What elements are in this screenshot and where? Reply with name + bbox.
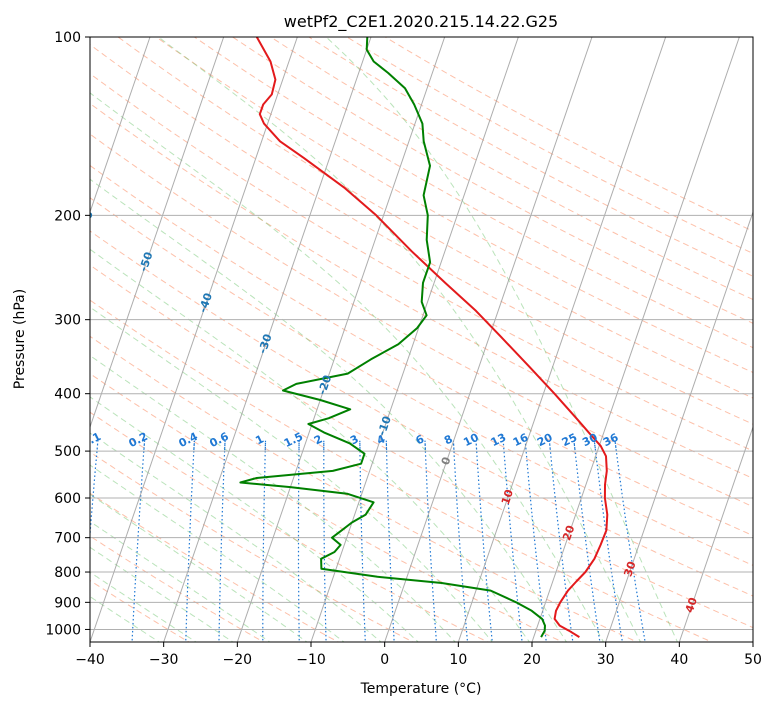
mixing-ratio-line xyxy=(323,440,327,642)
y-tick-label: 800 xyxy=(54,565,81,581)
mixing-ratio-label: 10 xyxy=(461,431,481,450)
mixing-ratio-label: 36 xyxy=(601,431,621,450)
mixing-ratio-label: 30 xyxy=(580,431,600,450)
mixing-ratio-line xyxy=(614,440,646,642)
dry-adiabat-line xyxy=(90,133,753,508)
y-tick-label: 200 xyxy=(54,208,81,224)
isotherm-line xyxy=(384,37,593,642)
x-tick-label: 50 xyxy=(744,652,762,668)
mixing-ratio-line xyxy=(131,440,146,642)
isotherm-label: 30 xyxy=(621,559,638,578)
x-tick-label: 40 xyxy=(670,652,688,668)
dry-adiabat-line xyxy=(90,43,753,425)
mixing-ratio-line xyxy=(90,440,99,542)
isotherm-line xyxy=(236,37,446,642)
y-tick-label: 100 xyxy=(54,30,81,46)
y-tick-label: 600 xyxy=(54,491,81,507)
mixing-ratio-line xyxy=(548,440,574,642)
mixing-ratio-line xyxy=(218,440,226,642)
isotherm-label: -50 xyxy=(137,250,156,273)
isotherm-label: 20 xyxy=(560,523,577,542)
isotherm-label: 40 xyxy=(683,595,700,614)
dewpoint-profile-line xyxy=(239,37,546,638)
y-axis-title: Pressure (hPa) xyxy=(12,289,28,389)
mixing-ratio-line xyxy=(475,440,493,642)
dry-adiabat-line xyxy=(90,335,639,642)
moist-adiabat-line xyxy=(158,37,642,642)
moist-adiabat-line xyxy=(325,37,678,642)
x-tick-label: 30 xyxy=(597,652,615,668)
moist-adiabat-line xyxy=(90,354,456,642)
line-labels: -100-90-80-70-60-50-40-30-20-10010203040… xyxy=(18,168,700,614)
x-tick-label: −10 xyxy=(296,652,326,668)
mixing-ratio-line xyxy=(452,440,469,642)
x-tick-label: 10 xyxy=(449,652,467,668)
y-tick-label: 900 xyxy=(54,595,81,611)
isotherm-label: -20 xyxy=(316,373,335,396)
axes: −40 −30 −20 −10 0 10 20 30 40 5010020030040050060… xyxy=(45,30,762,668)
temperature-profile-line xyxy=(255,37,609,638)
dry-adiabat-line xyxy=(90,73,753,452)
mixing-ratio-line xyxy=(359,440,366,642)
x-tick-label: 20 xyxy=(523,652,541,668)
x-tick-label: −40 xyxy=(75,652,105,668)
y-tick-label: 400 xyxy=(54,387,81,403)
isotherm-label: -30 xyxy=(256,332,275,355)
isotherm-line xyxy=(0,37,3,642)
isotherm-line xyxy=(90,37,225,429)
plot-background xyxy=(90,37,753,642)
isotherm-line xyxy=(531,37,740,642)
isotherm-label: -60 xyxy=(77,209,96,232)
isotherm-label: 10 xyxy=(499,487,516,506)
isotherm-line xyxy=(90,37,151,214)
isotherm-label: 0 xyxy=(439,455,454,467)
mixing-ratio-line xyxy=(502,440,523,642)
x-tick-label: −30 xyxy=(149,652,179,668)
mixing-ratio-label: 20 xyxy=(535,431,555,450)
mixing-ratio-line xyxy=(573,440,601,642)
y-tick-label: 300 xyxy=(54,313,81,329)
isotherm-line xyxy=(163,37,372,642)
chart-title: wetPf2_C2E1.2020.215.14.22.G25 xyxy=(284,12,558,32)
mixing-ratio-line xyxy=(593,440,624,642)
isotherm-line xyxy=(752,640,753,642)
dry-adiabat-line xyxy=(90,372,564,642)
mixing-ratio-line xyxy=(424,440,438,642)
background-lines xyxy=(0,37,753,642)
x-tick-label: −20 xyxy=(223,652,253,668)
isotherm-label: -10 xyxy=(375,414,394,437)
x-tick-label: 0 xyxy=(380,652,389,668)
mixing-ratio-label: 13 xyxy=(489,431,508,449)
x-axis-title: Temperature (°C) xyxy=(360,681,482,697)
mixing-ratio-line xyxy=(524,440,547,642)
moist-adiabat-line xyxy=(90,92,605,642)
isotherm-label: -40 xyxy=(196,291,215,314)
y-tick-label: 1000 xyxy=(45,622,81,638)
isotherm-line xyxy=(310,37,519,642)
moist-adiabat-line xyxy=(90,432,382,642)
dry-adiabat-line xyxy=(90,164,753,537)
isotherm-label: -70 xyxy=(18,168,37,191)
series-lines xyxy=(239,37,609,638)
isotherm-line xyxy=(605,210,753,642)
isotherm-line xyxy=(457,37,667,642)
y-tick-label: 500 xyxy=(54,444,81,460)
y-tick-label: 700 xyxy=(54,531,81,547)
isotherm-line xyxy=(678,425,753,642)
mixing-ratio-label: 16 xyxy=(511,431,531,450)
mixing-ratio-line xyxy=(297,440,300,642)
mixing-ratio-line xyxy=(185,440,195,642)
plot-frame xyxy=(89,36,754,643)
isotherm-line xyxy=(90,37,298,642)
dry-adiabat-line xyxy=(193,37,753,349)
mixing-ratio-label: 25 xyxy=(560,431,579,449)
